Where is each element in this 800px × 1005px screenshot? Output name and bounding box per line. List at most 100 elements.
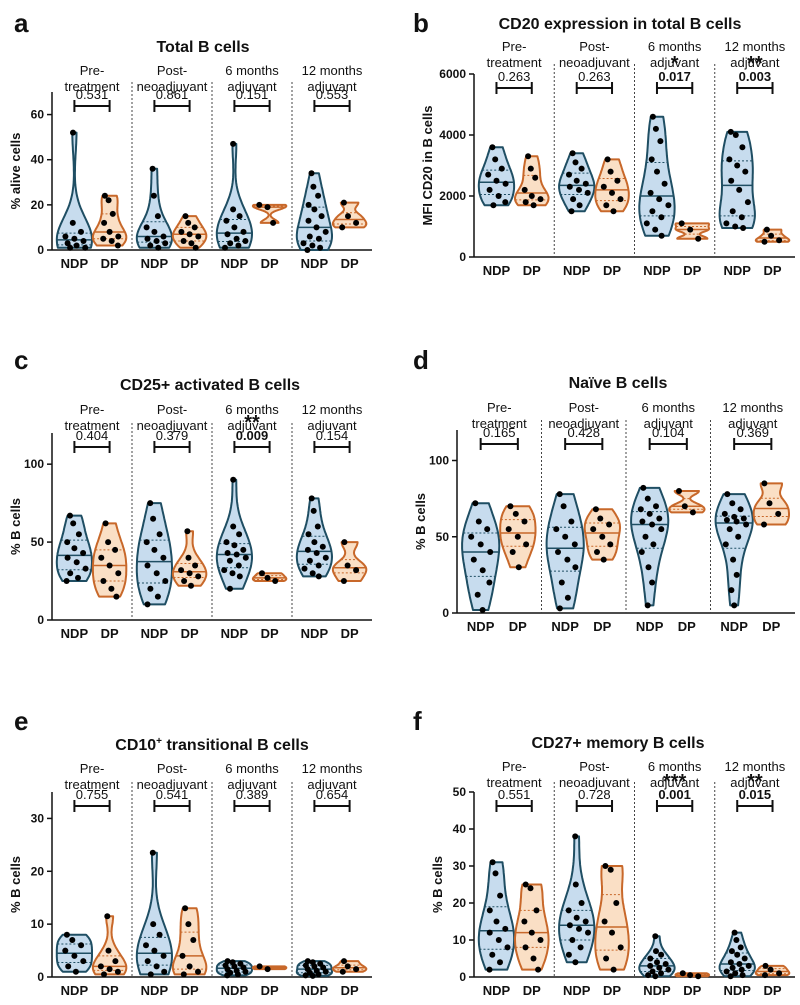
data-point <box>601 918 608 925</box>
data-point <box>512 510 519 517</box>
data-point <box>340 578 347 584</box>
data-point <box>308 495 315 502</box>
timepoint-label: 12 months adjuvant <box>725 759 786 790</box>
y-axis-label: MFI CD20 in B cells <box>420 106 435 226</box>
data-point <box>315 573 322 580</box>
x-tick-label: NDP <box>723 983 751 998</box>
panel-title: CD20 expression in total B cells <box>499 16 742 33</box>
panel-a: a Total B cells 0 20 40 60 % alive cells Pre-tr… <box>8 8 372 271</box>
panel-e: e CD10+ transitional B cells 0 10 20 30 % B ce… <box>8 706 372 998</box>
x-tick-label: DP <box>181 256 199 271</box>
data-point <box>649 579 656 586</box>
data-point <box>577 944 584 951</box>
x-tick-label: NDP <box>141 983 169 998</box>
data-point <box>492 870 499 877</box>
y-tick-label: 20 <box>31 198 45 212</box>
data-point <box>600 556 607 563</box>
data-point <box>733 937 740 943</box>
data-point <box>149 165 156 172</box>
data-point <box>573 177 580 184</box>
x-tick-label: DP <box>261 256 279 271</box>
panel-title: CD27+ memory B cells <box>532 735 705 752</box>
timepoint-label: 6 months adjuvant <box>648 39 702 70</box>
timepoint-label: Post-neoadjuvant <box>137 761 208 792</box>
data-point <box>507 503 514 510</box>
data-point <box>645 564 652 571</box>
pvalue-label: 0.728 <box>578 787 611 802</box>
x-tick-label: NDP <box>61 983 89 998</box>
data-point <box>537 937 544 943</box>
data-point <box>315 971 322 978</box>
x-tick-label: NDP <box>563 983 591 998</box>
data-point <box>147 971 154 978</box>
timepoint-line: neoadjuvant <box>137 79 208 94</box>
data-point <box>497 959 503 966</box>
data-point <box>109 210 116 217</box>
y-tick-label: 0 <box>37 613 44 627</box>
violin-dp <box>331 541 368 582</box>
data-point <box>602 863 609 869</box>
data-point <box>733 518 740 525</box>
y-axis-label: % B cells <box>430 856 445 913</box>
data-point <box>144 601 151 608</box>
timepoint-line: 6 months <box>225 402 279 417</box>
data-point <box>224 550 231 556</box>
panel-letter: d <box>413 345 429 375</box>
data-point <box>147 500 154 507</box>
data-point <box>560 503 567 510</box>
timepoint-label: 6 months adjuvant <box>648 759 702 790</box>
x-tick-label: DP <box>261 626 279 641</box>
panel-b: b CD20 expression in total B cells 0 2000 40… <box>413 8 795 278</box>
timepoint-label: 6 months adjuvant <box>225 63 279 94</box>
data-point <box>530 202 537 209</box>
data-point <box>609 929 615 936</box>
data-point <box>565 907 572 914</box>
data-point <box>578 165 585 172</box>
data-point <box>115 233 122 240</box>
violin-ndp <box>630 486 670 607</box>
y-tick-label: 100 <box>24 457 44 471</box>
data-point <box>259 570 265 577</box>
data-point <box>310 183 317 190</box>
timepoint-line: 12 months <box>722 400 783 415</box>
data-point <box>114 968 121 975</box>
data-point <box>566 183 573 190</box>
data-point <box>652 933 659 940</box>
data-point <box>98 554 105 561</box>
data-point <box>564 594 571 601</box>
data-point <box>761 238 768 245</box>
data-point <box>161 968 168 975</box>
data-point <box>75 574 81 581</box>
data-point <box>179 952 186 959</box>
data-point <box>642 533 649 540</box>
violin-ndp <box>558 835 596 964</box>
data-point <box>234 971 241 978</box>
data-point <box>344 963 351 970</box>
data-point <box>604 156 611 163</box>
x-tick-label: NDP <box>467 619 495 634</box>
data-point <box>572 833 579 840</box>
x-tick-label: DP <box>603 983 621 998</box>
data-point <box>108 238 115 244</box>
timepoint-label: Pre-treatment <box>65 402 120 433</box>
timepoint-line: 12 months <box>302 63 363 78</box>
timepoint-line: adjuvant <box>650 55 700 70</box>
y-tick-label: 20 <box>453 896 467 910</box>
x-tick-label: NDP <box>141 256 169 271</box>
data-point <box>737 506 744 513</box>
data-point <box>102 520 109 527</box>
data-point <box>151 546 158 553</box>
x-tick-label: DP <box>101 626 119 641</box>
x-tick-label: DP <box>101 983 119 998</box>
data-point <box>617 944 624 951</box>
timepoint-line: adjuvant <box>307 777 357 792</box>
timepoint-line: treatment <box>487 55 542 70</box>
data-point <box>721 510 728 517</box>
data-point <box>502 180 509 187</box>
data-point <box>613 900 620 906</box>
title-part: CD10 <box>115 737 156 754</box>
timepoint-line: adjuvant <box>227 418 277 433</box>
data-point <box>606 521 613 528</box>
data-point <box>306 233 313 240</box>
data-point <box>227 585 233 592</box>
